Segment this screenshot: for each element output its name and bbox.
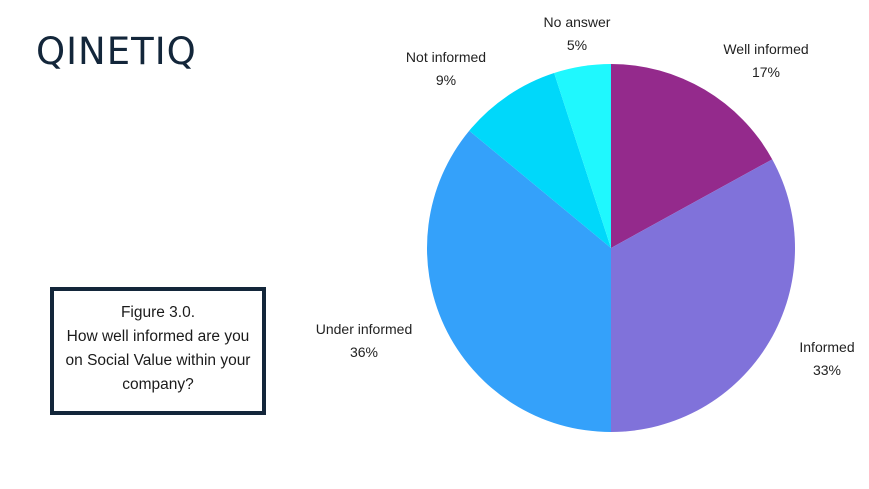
slice-label: Well informed (723, 41, 808, 57)
pie-slice-well-informed (611, 64, 773, 248)
figure-caption-box: Figure 3.0. How well informed are you on… (50, 287, 266, 415)
pie-slice-under-informed (426, 130, 611, 433)
slice-value-label: 36% (350, 344, 378, 360)
slice-label: No answer (544, 14, 611, 30)
slice-value-label: 9% (436, 72, 456, 88)
figure-question: How well informed are you on Social Valu… (65, 328, 251, 393)
pie-slice-informed (611, 159, 796, 432)
slice-value-label: 5% (567, 37, 587, 53)
slice-label: Informed (799, 339, 854, 355)
pie-slice-not-informed (469, 73, 611, 248)
pie-slice-no-answer (554, 64, 611, 248)
qinetiq-logo: QINETIQ (36, 30, 197, 73)
slice-value-label: 17% (752, 64, 780, 80)
slice-value-label: 33% (813, 362, 841, 378)
slice-label: Under informed (316, 321, 413, 337)
figure-number: Figure 3.0. (120, 304, 196, 321)
slice-label: Not informed (406, 49, 486, 65)
pie-labels: Well informed 17% Informed 33% Under informe… (316, 14, 855, 378)
pie-slices (426, 64, 796, 433)
